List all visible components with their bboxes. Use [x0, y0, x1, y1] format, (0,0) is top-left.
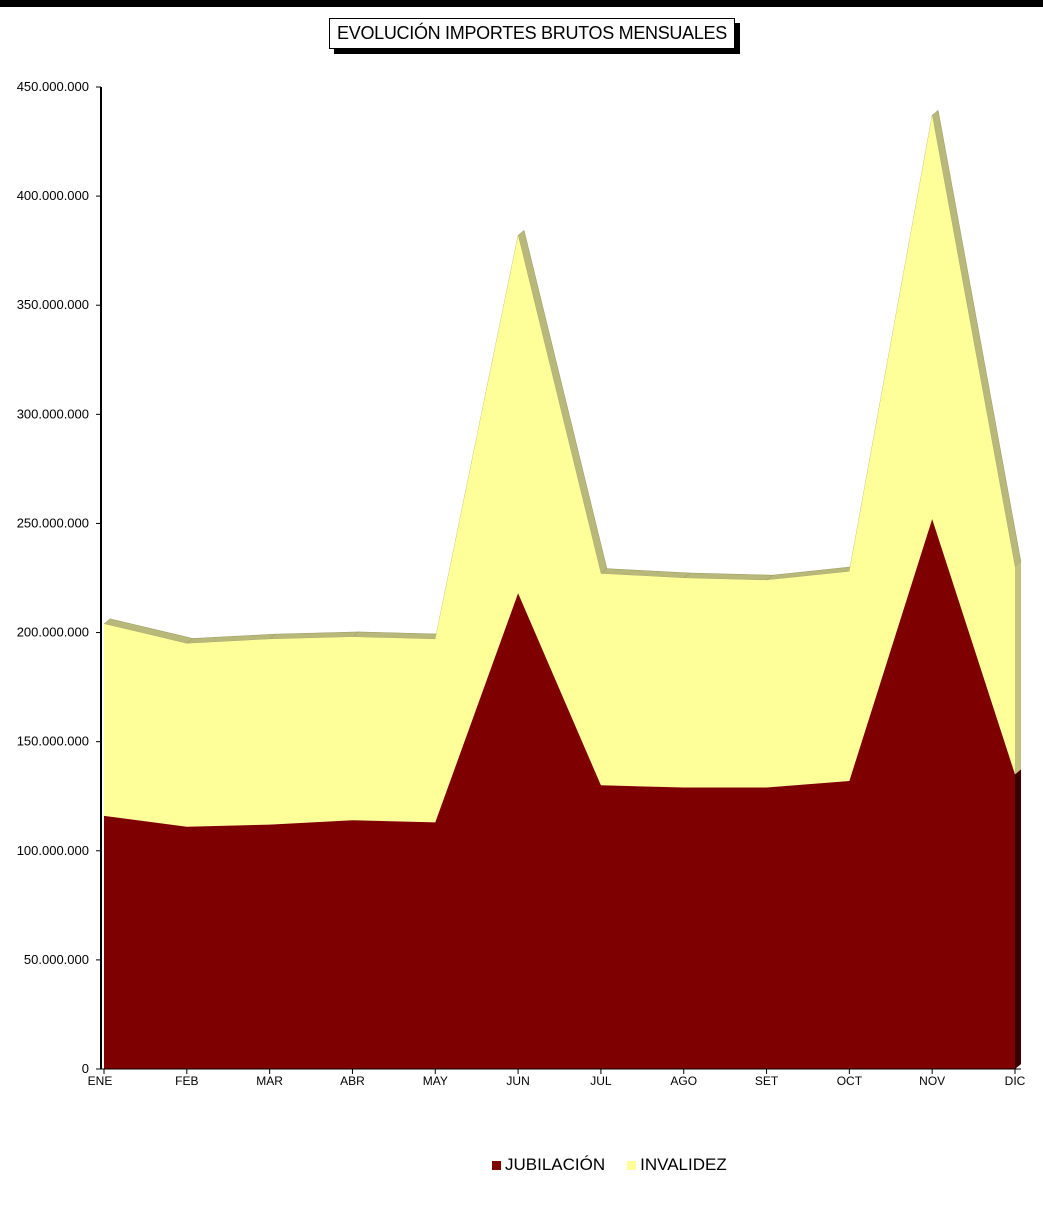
- y-tick-label: 300.000.000: [17, 406, 89, 421]
- invalidez-side-face: [1015, 562, 1021, 775]
- x-tick-label: DIC: [1005, 1074, 1026, 1088]
- x-tick-label: JUL: [590, 1074, 612, 1088]
- legend-swatch-jubilacion: [492, 1160, 501, 1170]
- x-tick-label: FEB: [175, 1074, 198, 1088]
- y-tick-label: 450.000.000: [17, 79, 89, 94]
- jubilacion-side-face: [1015, 769, 1021, 1069]
- series-area-invalidez: [104, 115, 1015, 827]
- y-tick-label: 250.000.000: [17, 515, 89, 530]
- y-tick-label: 150.000.000: [17, 734, 89, 749]
- legend-swatch-invalidez: [627, 1160, 637, 1170]
- chart-title-box: EVOLUCIÓN IMPORTES BRUTOS MENSUALES: [329, 18, 740, 54]
- legend-item-invalidez: INVALIDEZ: [627, 1155, 727, 1175]
- y-tick-label: 50.000.000: [24, 952, 89, 967]
- x-tick-label: AGO: [670, 1074, 697, 1088]
- x-tick-label: ABR: [340, 1074, 365, 1088]
- top-rule: [0, 0, 1043, 7]
- x-tick-label: ENE: [88, 1074, 113, 1088]
- legend-label-jubilacion: JUBILACIÓN: [505, 1155, 606, 1174]
- y-tick-label: 400.000.000: [17, 188, 89, 203]
- y-tick-label: 0: [82, 1061, 89, 1076]
- y-tick-label: 200.000.000: [17, 625, 89, 640]
- x-tick-label: MAY: [423, 1074, 448, 1088]
- legend: JUBILACIÓN INVALIDEZ: [492, 1155, 727, 1175]
- y-tick-label: 350.000.000: [17, 297, 89, 312]
- legend-item-jubilacion: JUBILACIÓN: [492, 1155, 605, 1175]
- legend-label-invalidez: INVALIDEZ: [640, 1155, 727, 1174]
- y-tick-label: 100.000.000: [17, 843, 89, 858]
- x-tick-label: MAR: [256, 1074, 283, 1088]
- x-tick-label: JUN: [506, 1074, 529, 1088]
- series-area-jubilacion: [104, 519, 1015, 1069]
- chart-title: EVOLUCIÓN IMPORTES BRUTOS MENSUALES: [329, 18, 735, 49]
- x-tick-label: NOV: [919, 1074, 945, 1088]
- x-tick-label: OCT: [837, 1074, 863, 1088]
- x-tick-label: SET: [755, 1074, 779, 1088]
